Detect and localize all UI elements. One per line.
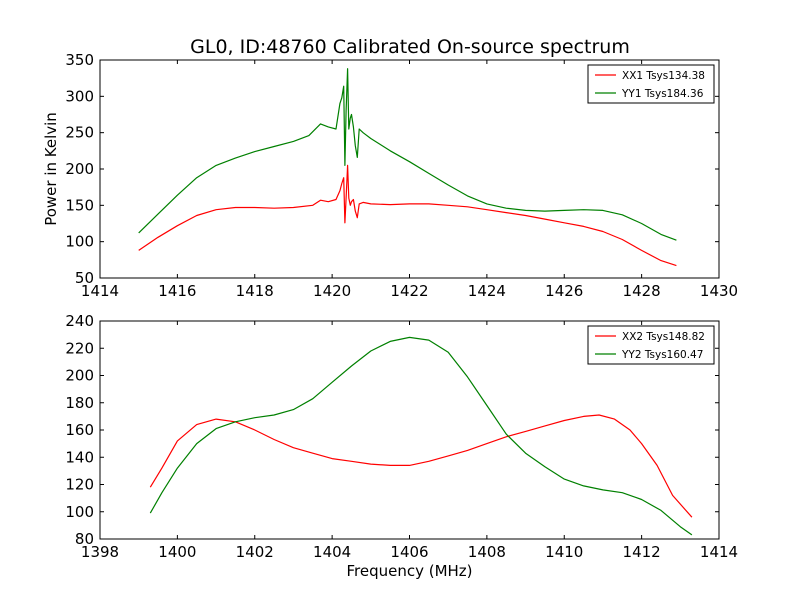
top-y-tick-label: 350 [65, 51, 94, 69]
bottom-y-tick-label: 140 [65, 448, 94, 466]
top-series-line-1 [138, 164, 677, 267]
bottom-legend-label: YY2 Tsys160.47 [621, 349, 703, 361]
top-x-tick-label: 1428 [623, 282, 661, 300]
top-y-tick-label: 100 [65, 233, 94, 251]
top-x-tick-label: 1426 [545, 282, 583, 300]
bottom-x-tick-label: 1400 [158, 543, 196, 561]
bottom-legend-box [587, 325, 715, 365]
top-plot: 1414 1416 1418 1420 1422 1424 1426 1428 1430 50 10… [42, 51, 738, 300]
bottom-x-tick-label: 1398 [81, 543, 119, 561]
bottom-y-tick-label: 180 [65, 394, 94, 412]
top-x-tick-label: 1416 [158, 282, 196, 300]
top-series-line-2 [138, 68, 677, 241]
bottom-plot: 1398 1400 1402 1404 1406 1408 1410 1412 1414 80 10… [65, 312, 738, 580]
top-y-tick-label: 50 [75, 269, 94, 287]
bottom-x-tick-label: 1402 [236, 543, 274, 561]
top-y-tick-label: 150 [65, 196, 94, 214]
top-y-tick-label: 300 [65, 87, 94, 105]
bottom-y-tick-label: 80 [75, 530, 94, 548]
top-x-tick-label: 1424 [468, 282, 506, 300]
bottom-x-tick-label: 1408 [468, 543, 506, 561]
bottom-x-axis-label: Frequency (MHz) [346, 562, 472, 580]
bottom-y-tick-label: 100 [65, 503, 94, 521]
bottom-x-tick-label: 1406 [390, 543, 428, 561]
bottom-y-tick-label: 200 [65, 367, 94, 385]
top-y-tick-label: 250 [65, 124, 94, 142]
bottom-y-tick-label: 240 [65, 312, 94, 330]
top-y-axis-label: Power in Kelvin [42, 112, 60, 226]
top-x-tick-label: 1422 [390, 282, 428, 300]
top-x-tick-label: 1430 [700, 282, 738, 300]
top-legend-label: YY1 Tsys184.36 [621, 88, 704, 100]
bottom-x-tick-label: 1404 [313, 543, 351, 561]
bottom-y-tick-label: 160 [65, 421, 94, 439]
top-legend-label: XX1 Tsys134.38 [622, 70, 705, 82]
bottom-x-tick-label: 1414 [700, 543, 738, 561]
bottom-x-tick-label: 1410 [545, 543, 583, 561]
chart-title: GL0, ID:48760 Calibrated On-source spect… [190, 36, 630, 58]
bottom-legend-label: XX2 Tsys148.82 [622, 331, 705, 343]
bottom-series-line-1 [149, 414, 693, 518]
bottom-y-tick-label: 220 [65, 339, 94, 357]
top-y-tick-label: 200 [65, 160, 94, 178]
bottom-series-line-2 [149, 336, 693, 536]
top-legend-box [587, 64, 715, 104]
top-x-tick-label: 1414 [81, 282, 119, 300]
top-x-tick-label: 1420 [313, 282, 351, 300]
bottom-y-tick-label: 120 [65, 476, 94, 494]
top-x-tick-label: 1418 [236, 282, 274, 300]
bottom-x-tick-label: 1412 [623, 543, 661, 561]
